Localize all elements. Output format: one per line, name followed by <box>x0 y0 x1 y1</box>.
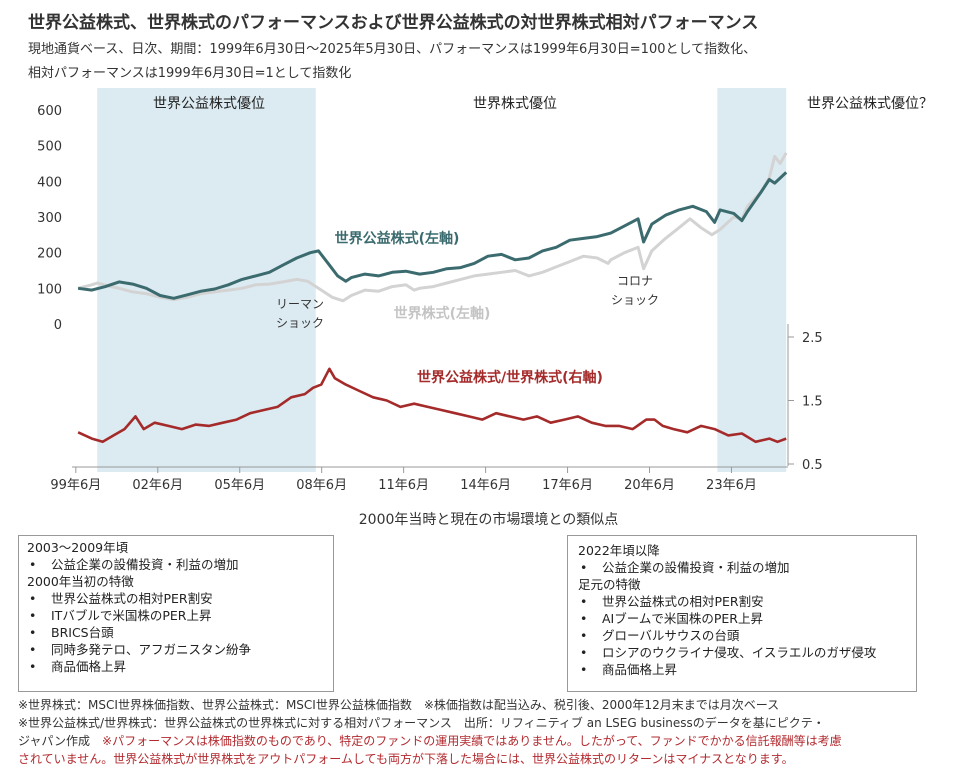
region-label-world-lead: 世界株式優位 <box>473 96 557 112</box>
left-axis-tick: 400 <box>37 175 62 190</box>
series-lines <box>77 152 788 444</box>
shade-utilities-lead-question <box>717 88 787 472</box>
page-title: 世界公益株式、世界株式のパフォーマンスおよび世界公益株式の対世界株式相対パフォー… <box>28 13 759 33</box>
list-item: 同時多発テロ、アフガニスタン紛争 <box>27 641 325 658</box>
x-axis-tick: 17年6月 <box>542 478 593 493</box>
footnote-line-2: ※世界公益株式/世界株式：世界公益株式の世界株式に対する相対パフォーマンス 出所… <box>18 716 825 730</box>
list-item: ロシアのウクライナ侵攻、イスラエルのガザ侵攻 <box>578 644 906 661</box>
right-axis-tick: 0.5 <box>802 458 823 473</box>
performance-chart: 0 100 200 300 400 500 600 0.5 1.5 2.5 99年6月 02年6月 05… <box>37 88 933 493</box>
x-axis-tick: 02年6月 <box>132 478 183 493</box>
subtitle-line-1: 現地通貨ベース、日次、期間：1999年6月30日～2025年5月30日、パフォー… <box>28 42 757 57</box>
chart-axes: 0 100 200 300 400 500 600 0.5 1.5 2.5 99年6月 02年6月 05… <box>37 104 823 493</box>
series-label-world: 世界株式(左軸) <box>394 305 491 322</box>
x-axis-tick: 20年6月 <box>624 478 675 493</box>
box-left-list-2: 世界公益株式の相対PER割安 ITバブルで米国株のPER上昇 BRICS台頭 同… <box>27 590 325 675</box>
box-left-list-1: 公益企業の設備投資・利益の増加 <box>27 556 325 573</box>
box-left-header-2: 2000年当初の特徴 <box>27 574 134 589</box>
right-axis-tick: 2.5 <box>802 331 823 346</box>
right-axis-tick: 1.5 <box>802 395 823 410</box>
box-right-list-2: 世界公益株式の相対PER割安 AIブームで米国株のPER上昇 グローバルサウスの… <box>578 593 906 678</box>
left-axis-tick: 600 <box>37 104 62 119</box>
series-line-relative <box>77 367 787 444</box>
footnote-line-3: ジャパン作成 ※パフォーマンスは株価指数のものであり、特定のファンドの運用実績で… <box>18 732 968 750</box>
series-label-utilities: 世界公益株式(左軸) <box>335 230 460 247</box>
list-item: グローバルサウスの台頭 <box>578 627 906 644</box>
box-left-header-1: 2003～2009年頃 <box>27 540 129 555</box>
box-right-list-1: 公益企業の設備投資・利益の増加 <box>578 559 906 576</box>
left-axis-tick: 300 <box>37 211 62 226</box>
list-item: 公益企業の設備投資・利益の増加 <box>578 559 906 576</box>
x-axis-tick: 05年6月 <box>214 478 265 493</box>
footnotes: ※世界株式：MSCI世界株価指数、世界公益株式：MSCI世界公益株価指数 ※株価… <box>18 696 968 768</box>
x-axis-tick: 23年6月 <box>706 478 757 493</box>
box-2022-onward: 2022年頃以降 公益企業の設備投資・利益の増加 足元の特徴 世界公益株式の相対… <box>567 535 917 692</box>
x-axis-tick: 99年6月 <box>50 478 101 493</box>
chart-labels: 世界公益株式優位 世界株式優位 世界公益株式優位？ 世界公益株式(左軸) 世界株式(左軸… <box>153 96 933 386</box>
list-item: ITバブルで米国株のPER上昇 <box>27 607 325 624</box>
series-line-world <box>77 152 788 303</box>
annotation-covid-shock: ショック <box>611 293 659 307</box>
x-axis-tick: 14年6月 <box>460 478 511 493</box>
subtitle-line-2: 相対パフォーマンスは1999年6月30日=1として指数化 <box>28 66 352 81</box>
footnote-line-1: ※世界株式：MSCI世界株価指数、世界公益株式：MSCI世界公益株価指数 ※株価… <box>18 698 780 712</box>
series-label-relative: 世界公益株式/世界株式(右軸) <box>417 369 603 386</box>
box-right-header-1: 2022年頃以降 <box>578 543 660 558</box>
list-item: 世界公益株式の相対PER割安 <box>27 590 325 607</box>
annotation-lehman-shock: リーマン <box>276 297 324 311</box>
footnote-disclaimer: ※パフォーマンスは株価指数のものであり、特定のファンドの運用実績ではありません。… <box>102 734 842 748</box>
annotation-lehman-shock: ショック <box>276 316 324 330</box>
box-2003-2009: 2003～2009年頃 公益企業の設備投資・利益の増加 2000年当初の特徴 世… <box>18 535 334 692</box>
left-axis-tick: 0 <box>54 318 62 333</box>
comparison-section-title: 2000年当時と現在の市場環境との類似点 <box>358 512 619 528</box>
left-axis-tick: 100 <box>37 282 62 297</box>
left-axis-tick: 500 <box>37 140 62 155</box>
footnote-line-4: されていません。世界公益株式が世界株式をアウトパフォームしても両方が下落した場合… <box>18 752 794 766</box>
left-axis-tick: 200 <box>37 247 62 262</box>
list-item: 商品価格上昇 <box>578 661 906 678</box>
box-right-header-2: 足元の特徴 <box>578 577 641 592</box>
list-item: 世界公益株式の相対PER割安 <box>578 593 906 610</box>
x-axis-tick: 08年6月 <box>296 478 347 493</box>
x-axis-tick: 11年6月 <box>378 478 429 493</box>
shaded-regions <box>97 88 787 472</box>
region-label-utilities-lead: 世界公益株式優位 <box>153 96 265 112</box>
list-item: AIブームで米国株のPER上昇 <box>578 610 906 627</box>
list-item: 商品価格上昇 <box>27 658 325 675</box>
series-line-utilities <box>77 171 788 300</box>
list-item: BRICS台頭 <box>27 624 325 641</box>
shade-utilities-lead <box>97 88 316 472</box>
annotation-covid-shock: コロナ <box>617 274 653 288</box>
footnote-line-3-source: ジャパン作成 <box>18 734 103 748</box>
list-item: 公益企業の設備投資・利益の増加 <box>27 556 325 573</box>
region-label-utilities-lead-question: 世界公益株式優位？ <box>807 96 933 112</box>
